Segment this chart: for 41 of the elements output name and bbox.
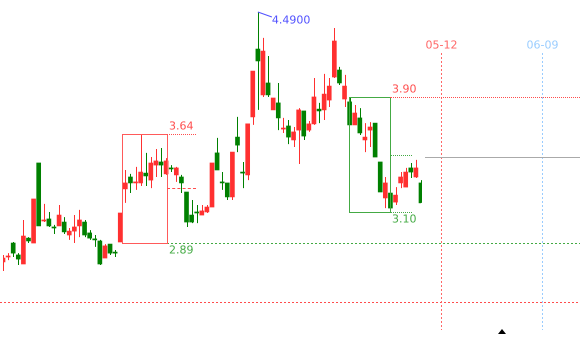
candlestick [408, 162, 414, 179]
candlestick [382, 176, 388, 209]
candlestick [77, 209, 82, 238]
candlestick [194, 204, 200, 224]
annotation: 3.90 [392, 82, 416, 96]
candlestick [352, 104, 358, 126]
candlestick [337, 66, 342, 86]
candlestick [56, 204, 62, 226]
annotation: 4.4900 [272, 13, 310, 26]
candlestick [143, 152, 148, 187]
candlestick [316, 102, 322, 124]
candlestick [174, 166, 179, 182]
candlestick [342, 74, 347, 108]
candlestick [276, 82, 281, 131]
candlestick [98, 239, 102, 266]
candlestick [235, 116, 240, 153]
candlestick [286, 120, 291, 145]
candlestick [266, 56, 270, 98]
candlestick [41, 203, 46, 223]
candlestick [16, 252, 21, 266]
candlestick [214, 137, 220, 170]
text: 05-12 [426, 38, 458, 52]
candlestick [128, 173, 133, 194]
candlestick [256, 12, 260, 110]
candlestick [102, 244, 108, 259]
candlestick [158, 147, 164, 178]
text: 06-09 [526, 38, 558, 52]
candlestick [270, 98, 276, 110]
annotation: 3.10 [392, 212, 416, 226]
candlestick [123, 169, 128, 204]
candlestick [10, 241, 16, 258]
candlestick [281, 117, 286, 134]
candlestick [240, 161, 245, 189]
candlestick [414, 159, 418, 179]
candlestick [179, 174, 184, 194]
candlestick [296, 108, 301, 165]
candlestick [62, 216, 66, 234]
candlestick [393, 186, 398, 206]
annotation: 3.64 [169, 119, 194, 132]
candlestick [358, 108, 362, 136]
annotation: 2.89 [169, 243, 194, 256]
